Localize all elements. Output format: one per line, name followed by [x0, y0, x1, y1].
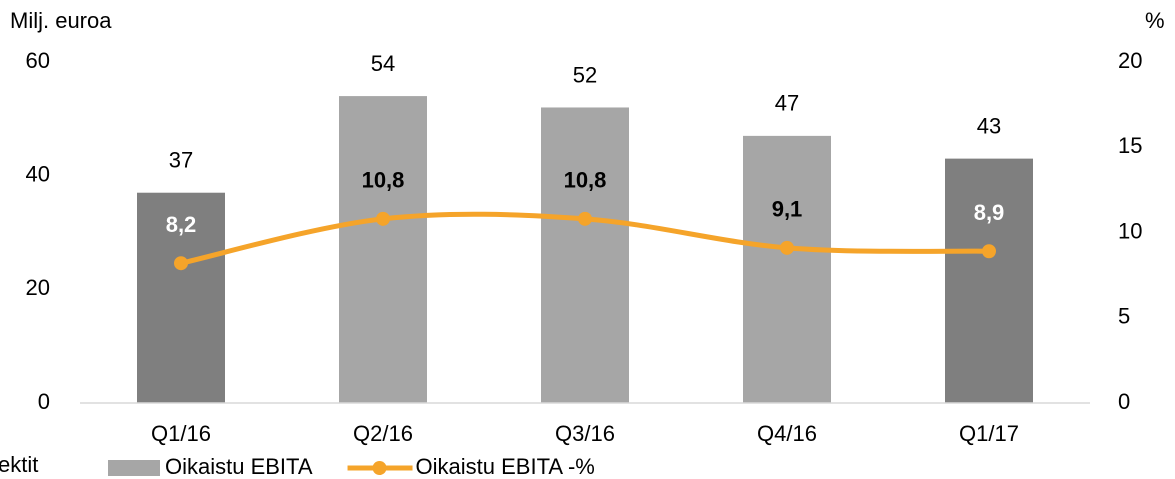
line-point	[174, 256, 188, 271]
bar	[541, 107, 629, 403]
x-tick-label: Q1/16	[151, 421, 211, 446]
y-axis-label: Milj. euroa	[10, 8, 112, 33]
bar-value-label: 47	[775, 91, 799, 116]
y2-tick-label: 5	[1118, 304, 1130, 329]
line-value-label: 8,2	[166, 212, 197, 237]
bar	[137, 192, 225, 403]
bar-value-label: 54	[371, 51, 395, 76]
y2-tick-label: 15	[1118, 133, 1142, 158]
line-point	[376, 211, 390, 226]
y-tick-label: 60	[26, 48, 50, 73]
legend-label: Oikaistu EBITA -%	[416, 454, 595, 479]
bar	[339, 96, 427, 403]
line-value-label: 10,8	[362, 168, 405, 193]
y2-tick-label: 10	[1118, 218, 1142, 243]
x-tick-label: Q3/16	[555, 421, 615, 446]
x-tick-label: Q4/16	[757, 421, 817, 446]
line-point	[780, 240, 794, 255]
note: ektit	[0, 452, 38, 477]
x-tick-label: Q2/16	[353, 421, 413, 446]
y-tick-label: 40	[26, 161, 50, 186]
bar-value-label: 52	[573, 62, 597, 87]
legend-swatch-point	[372, 461, 387, 475]
legend-swatch	[108, 460, 160, 476]
line-point	[578, 211, 592, 226]
line-point	[982, 244, 996, 259]
bar-value-label: 43	[977, 113, 1001, 138]
legend-label: Oikaistu EBITA	[165, 454, 313, 479]
y2-axis-label: %	[1145, 8, 1165, 33]
y-tick-label: 0	[38, 389, 50, 414]
bar-value-label: 37	[169, 148, 193, 173]
line-value-label: 10,8	[564, 168, 607, 193]
y-tick-label: 20	[26, 275, 50, 300]
x-tick-label: Q1/17	[959, 421, 1019, 446]
line-value-label: 9,1	[772, 197, 803, 222]
line-value-label: 8,9	[974, 200, 1005, 225]
bar	[945, 158, 1033, 403]
y2-tick-label: 20	[1118, 48, 1142, 73]
bar	[743, 135, 831, 403]
y2-tick-label: 0	[1118, 389, 1130, 414]
